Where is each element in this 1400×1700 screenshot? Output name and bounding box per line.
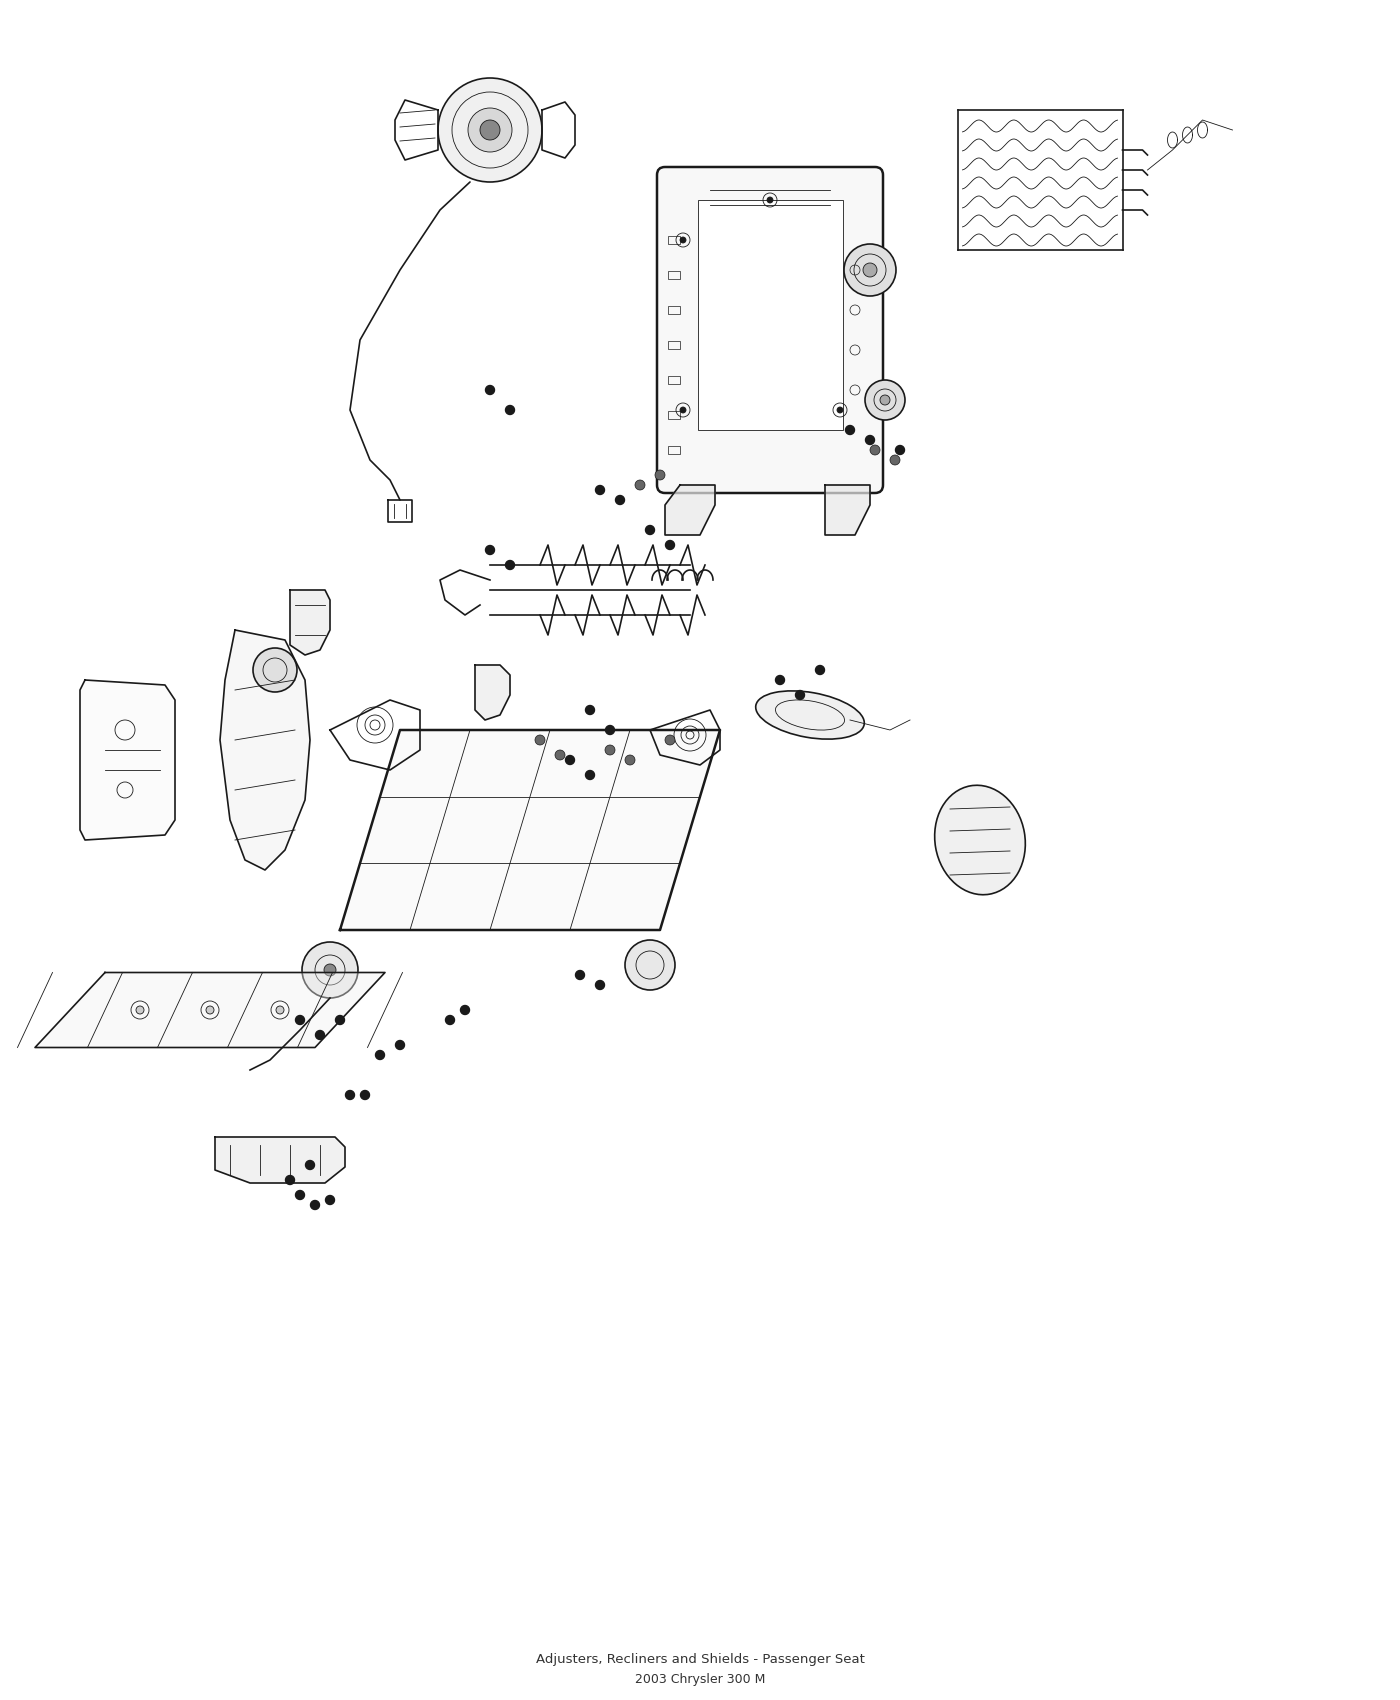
Circle shape	[461, 1005, 469, 1015]
Circle shape	[486, 386, 494, 394]
Ellipse shape	[756, 690, 864, 740]
Circle shape	[862, 264, 876, 277]
Circle shape	[468, 109, 512, 151]
Circle shape	[505, 561, 515, 570]
Circle shape	[815, 665, 825, 675]
Circle shape	[585, 706, 595, 714]
Circle shape	[846, 425, 854, 435]
Circle shape	[865, 435, 875, 444]
Bar	[668, 445, 680, 454]
FancyBboxPatch shape	[657, 167, 883, 493]
Circle shape	[645, 525, 655, 534]
Circle shape	[881, 394, 890, 405]
Bar	[668, 411, 680, 418]
Circle shape	[767, 197, 773, 202]
Circle shape	[323, 964, 336, 976]
Circle shape	[636, 479, 645, 490]
Bar	[668, 236, 680, 245]
Bar	[668, 342, 680, 348]
Circle shape	[680, 236, 686, 243]
Circle shape	[346, 1090, 354, 1100]
Circle shape	[624, 755, 636, 765]
Circle shape	[585, 770, 595, 780]
Circle shape	[680, 406, 686, 413]
Polygon shape	[290, 590, 330, 654]
Polygon shape	[665, 484, 715, 536]
Circle shape	[896, 445, 904, 454]
Circle shape	[869, 445, 881, 456]
Circle shape	[302, 942, 358, 998]
Circle shape	[336, 1015, 344, 1025]
Text: 2003 Chrysler 300 M: 2003 Chrysler 300 M	[634, 1673, 766, 1686]
Circle shape	[616, 495, 624, 505]
Circle shape	[486, 546, 494, 554]
Polygon shape	[220, 631, 309, 870]
Circle shape	[315, 1030, 325, 1039]
Bar	[668, 306, 680, 314]
Circle shape	[395, 1040, 405, 1049]
Ellipse shape	[935, 785, 1025, 894]
Polygon shape	[340, 729, 720, 930]
Bar	[668, 376, 680, 384]
Circle shape	[325, 1195, 335, 1205]
Circle shape	[776, 675, 784, 685]
Circle shape	[795, 690, 805, 699]
Circle shape	[295, 1190, 305, 1200]
Circle shape	[890, 456, 900, 466]
Circle shape	[295, 1015, 305, 1025]
Circle shape	[595, 486, 605, 495]
Circle shape	[505, 406, 515, 415]
Circle shape	[837, 406, 843, 413]
Circle shape	[136, 1006, 144, 1013]
Polygon shape	[475, 665, 510, 721]
Circle shape	[844, 245, 896, 296]
Circle shape	[445, 1015, 455, 1025]
Circle shape	[305, 1161, 315, 1170]
Circle shape	[624, 940, 675, 989]
Circle shape	[665, 734, 675, 745]
Circle shape	[311, 1200, 319, 1209]
Bar	[668, 270, 680, 279]
Circle shape	[438, 78, 542, 182]
Circle shape	[286, 1175, 294, 1185]
Circle shape	[575, 971, 585, 979]
Circle shape	[535, 734, 545, 745]
Circle shape	[595, 981, 605, 989]
Circle shape	[480, 121, 500, 139]
Circle shape	[566, 755, 574, 765]
Polygon shape	[825, 484, 869, 536]
Circle shape	[605, 726, 615, 734]
Circle shape	[206, 1006, 214, 1013]
Circle shape	[665, 541, 675, 549]
Text: Adjusters, Recliners and Shields - Passenger Seat: Adjusters, Recliners and Shields - Passe…	[536, 1654, 864, 1666]
Circle shape	[605, 745, 615, 755]
Bar	[697, 201, 843, 430]
Circle shape	[655, 469, 665, 479]
Polygon shape	[35, 972, 385, 1047]
Circle shape	[865, 381, 904, 420]
Circle shape	[253, 648, 297, 692]
Circle shape	[361, 1090, 370, 1100]
Circle shape	[276, 1006, 284, 1013]
Circle shape	[375, 1051, 385, 1059]
Circle shape	[554, 750, 566, 760]
Polygon shape	[216, 1137, 344, 1183]
Polygon shape	[80, 680, 175, 840]
